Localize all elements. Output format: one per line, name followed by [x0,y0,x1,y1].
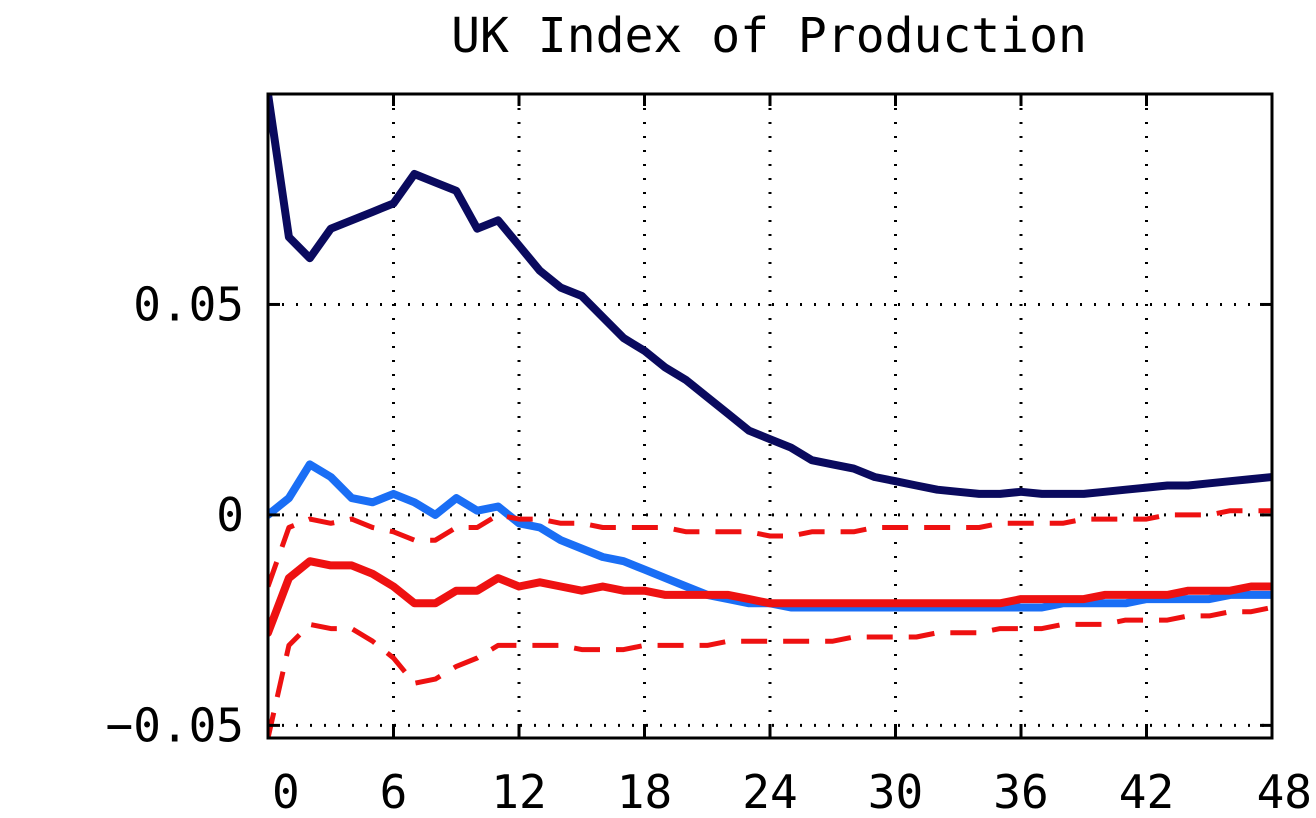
x-tick-label: 0 [272,765,300,818]
x-tick-label: 6 [380,765,408,818]
x-axis-tick-labels: 0 6 12 18 24 30 36 42 48 [272,765,1312,818]
x-tick-label: 48 [1257,765,1312,818]
y-axis-tick-labels: −0.05 0 0.05 [106,277,244,752]
axis-ticks [266,94,1274,738]
chart-title: UK Index of Production [451,8,1087,64]
x-tick-label: 12 [491,765,546,818]
series-lines [268,94,1272,738]
series-red-lower-band [268,605,1272,738]
x-tick-label: 18 [617,765,672,818]
series-navy-line [268,94,1272,498]
x-tick-label: 30 [868,765,923,818]
x-tick-label: 36 [993,765,1048,818]
y-tick-label: 0.05 [133,277,244,331]
series-red-line [268,557,1272,637]
gridlines [268,94,1272,738]
y-tick-label: −0.05 [106,698,244,752]
series-red-upper-band [268,508,1272,588]
x-tick-label: 24 [742,765,797,818]
y-tick-label: 0 [216,488,244,542]
x-tick-label: 42 [1119,765,1174,818]
